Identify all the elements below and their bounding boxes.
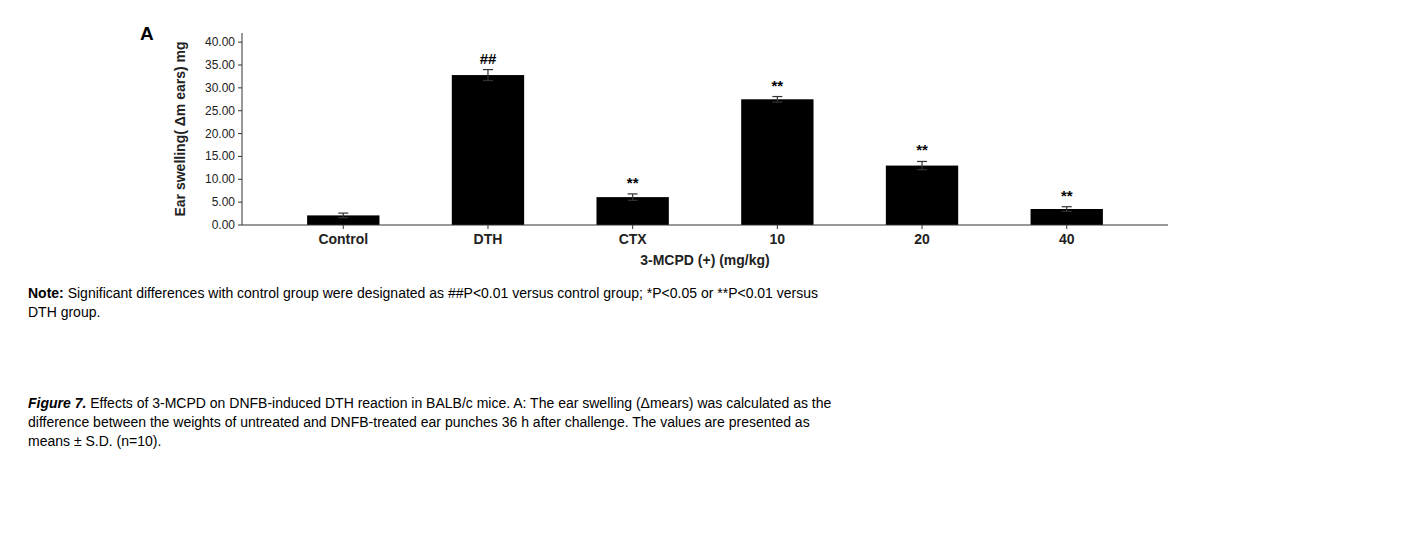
text-line: DTH group. [28, 304, 100, 320]
y-tick-label: 25.00 [205, 104, 235, 118]
error-bar [483, 70, 493, 81]
y-tick [238, 225, 242, 226]
error-line [921, 161, 922, 169]
y-tick-label: 0.00 [212, 218, 236, 232]
plot-area [307, 70, 1103, 225]
error-cap [1062, 211, 1072, 212]
error-cap [772, 101, 782, 102]
x-tick [1066, 225, 1067, 229]
x-tick-label: CTX [619, 231, 648, 247]
error-cap [628, 193, 638, 194]
error-line [487, 70, 488, 81]
bar [741, 99, 813, 225]
annotation: ## [480, 50, 497, 67]
y-tick [238, 110, 242, 111]
x-tick [922, 225, 923, 229]
x-tick [487, 225, 488, 229]
y-tick-label: 35.00 [205, 58, 235, 72]
y-tick-label: 20.00 [205, 127, 235, 141]
annotation: ** [1061, 187, 1073, 204]
x-tick-label: Control [318, 231, 368, 247]
bar [596, 197, 668, 225]
error-bar [628, 194, 638, 200]
bar [452, 75, 524, 225]
y-tick [238, 87, 242, 88]
text-bold: Figure 7. [28, 395, 86, 411]
annotation: ** [772, 77, 784, 94]
text-line: Effects of 3-MCPD on DNFB-induced DTH re… [86, 395, 831, 411]
y-tick [238, 156, 242, 157]
error-cap [483, 80, 493, 81]
error-cap [917, 161, 927, 162]
error-line [632, 194, 633, 200]
x-axis [242, 225, 1168, 226]
error-line [777, 97, 778, 102]
error-bar [772, 97, 782, 102]
x-tick [343, 225, 344, 229]
error-bar [1062, 207, 1072, 212]
text-line: means ± S.D. (n=10). [28, 433, 161, 449]
y-tick [238, 133, 242, 134]
y-tick-label: 40.00 [205, 35, 235, 49]
y-tick [238, 179, 242, 180]
text-body: Significant differences with control gro… [28, 285, 818, 320]
y-tick-label: 10.00 [205, 172, 235, 186]
x-tick-label: 20 [914, 231, 930, 247]
x-tick-label: 10 [770, 231, 786, 247]
x-tick [777, 225, 778, 229]
error-cap [338, 213, 348, 214]
error-cap [917, 169, 927, 170]
panel-label: A [140, 23, 154, 44]
text-bold: Note: [28, 285, 64, 301]
x-axis-label: 3-MCPD (+) (mg/kg) [640, 252, 770, 268]
y-tick [238, 202, 242, 203]
annotation: ** [627, 174, 639, 191]
x-tick-label: 40 [1059, 231, 1075, 247]
y-tick-label: 30.00 [205, 81, 235, 95]
error-bar [338, 213, 348, 218]
error-line [1066, 207, 1067, 212]
error-line [343, 213, 344, 218]
error-bar [917, 161, 927, 169]
y-axis [242, 33, 243, 225]
error-cap [483, 69, 493, 70]
x-tick-label: DTH [474, 231, 503, 247]
text-line: difference between the weights of untrea… [28, 414, 810, 430]
bar [886, 166, 958, 225]
y-tick [238, 65, 242, 66]
y-tick-label: 5.00 [212, 195, 236, 209]
error-cap [338, 217, 348, 218]
text-line: Significant differences with control gro… [64, 285, 818, 301]
error-cap [1062, 206, 1072, 207]
chart: 0.00 5.00 10.00 15.00 20.00 25.00 30.00 35.00 40… [0, 0, 1424, 555]
error-cap [772, 96, 782, 97]
y-tick [238, 42, 242, 43]
y-axis-label: Ear swelling( Δm ears) mg [172, 41, 188, 216]
annotation: ** [916, 141, 928, 158]
y-tick-label: 15.00 [205, 149, 235, 163]
error-cap [628, 200, 638, 201]
text-body: Effects of 3-MCPD on DNFB-induced DTH re… [28, 395, 831, 449]
bar [1031, 209, 1103, 225]
x-tick [632, 225, 633, 229]
